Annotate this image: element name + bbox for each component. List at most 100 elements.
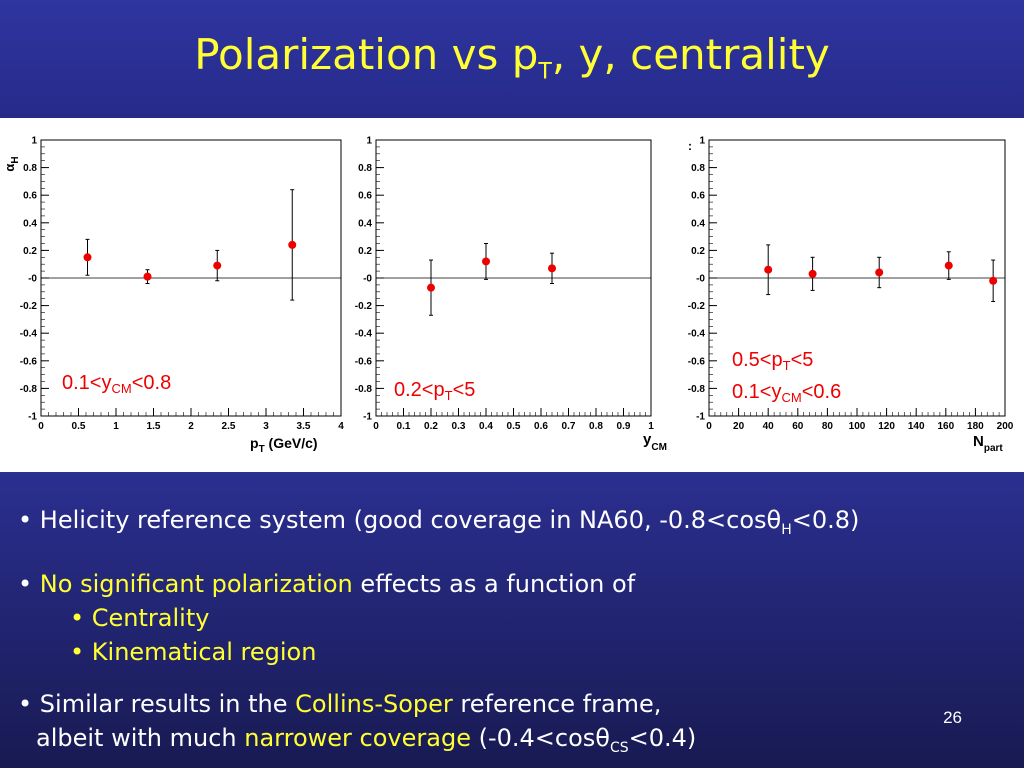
y-tick-label: -1 (363, 412, 372, 423)
y-tick-label: -1 (28, 412, 37, 423)
data-point (944, 261, 953, 270)
y-tick-label: 0.4 (358, 218, 372, 229)
y-tick-label: 0.8 (691, 163, 705, 174)
plots-svg: 10.80.60.40.2-0-0.2-0.4-0.6-0.8-10 0.5 1 1.… (2, 136, 1014, 456)
theta-subscript-h: H (781, 521, 792, 538)
bullet-collins-soper-line2: albeit with much narrower coverage (-0.4… (36, 724, 696, 756)
x-tick-label: 0.1 (397, 421, 411, 432)
x-tick-label: 2 (188, 421, 194, 432)
y-tick-label: 0.6 (23, 191, 37, 202)
x-tick-label: 2.5 (222, 421, 236, 432)
y-tick-label: 0.2 (358, 246, 372, 257)
y-tick-label: -0 (696, 274, 705, 285)
bullet-cs-line2-end: <0.4) (628, 724, 697, 752)
x-tick-label: 160 (937, 421, 954, 432)
y-tick-label: 0.8 (23, 163, 37, 174)
bullet-cs-line2-start: albeit with much (36, 724, 245, 752)
y-tick-label: 0.6 (691, 191, 705, 202)
y-tick-label: -0.8 (20, 384, 38, 395)
bullet-helicity-end: <0.8) (791, 506, 860, 534)
y-tick-label: 0.2 (23, 246, 37, 257)
x-tick-label: 4 (338, 421, 344, 432)
annotation-ycm-range-2: 0.1<yCM<0.6 (732, 381, 841, 405)
bullet-area: • Helicity reference system (good covera… (0, 472, 1024, 768)
chart-2: 1 0.8 0.6 0.4 0.2 -0 -0.2 -0.4 -0.6 -0.8 -10 0.1 0.2… (355, 136, 654, 433)
highlight-collins-soper: Collins-Soper (295, 690, 453, 718)
y-tick-label: 0.4 (23, 218, 37, 229)
y-tick-label: -0.4 (20, 329, 38, 340)
y-tick-label: 0.4 (691, 218, 705, 229)
x-tick-label: 0.7 (562, 421, 576, 432)
x-tick-label: 120 (878, 421, 895, 432)
y-tick-label: 1 (366, 136, 372, 147)
x-tick-label: 100 (849, 421, 866, 432)
highlight-narrower-coverage: narrower coverage (244, 724, 471, 752)
x-tick-label: 200 (997, 421, 1014, 432)
bullet-cs-start: • Similar results in the (18, 690, 296, 718)
title-main: Polarization vs p (194, 30, 539, 79)
data-point (989, 276, 998, 285)
y-tick-label: -0.4 (688, 329, 706, 340)
x-tick-label: 3.5 (297, 421, 311, 432)
sub-bullet-kinematical-region: • Kinematical region (70, 638, 317, 666)
x-tick-label: 0.5 (72, 421, 86, 432)
data-point (548, 264, 556, 273)
slide-title: Polarization vs pT, y, centrality (0, 30, 1024, 84)
x-tick-label: 0 (373, 421, 379, 432)
highlight-no-significant-polarization: No significant polarization (39, 570, 353, 598)
y-tick-label: -0.2 (20, 301, 38, 312)
y-tick-label: -1 (696, 412, 705, 423)
bullet-helicity: • Helicity reference system (good covera… (18, 506, 859, 538)
x-tick-label: 0 (706, 421, 712, 432)
x-tick-label: 20 (733, 421, 745, 432)
x-tick-label: 0.4 (479, 421, 493, 432)
title-bar: Polarization vs pT, y, centrality (0, 0, 1024, 118)
y-tick-label: -0.2 (688, 301, 706, 312)
theta-symbol: θ (766, 506, 782, 534)
data-point (808, 269, 817, 278)
x-tick-label: 60 (792, 421, 804, 432)
annotation-pt-range-2: 0.5<pT<5 (732, 349, 813, 373)
y-tick-label: 0.2 (691, 246, 705, 257)
theta-symbol-cs: θ (595, 724, 610, 752)
x-tick-label: 0 (38, 421, 44, 432)
x-tick-label: 40 (763, 421, 775, 432)
y-tick-label: -0.6 (355, 356, 373, 367)
data-point (213, 261, 222, 270)
data-point (288, 240, 297, 249)
data-point (83, 253, 92, 262)
annotation-ycm-range: 0.1<yCM<0.8 (62, 372, 171, 396)
bullet-cs-rest: reference frame, (452, 690, 662, 718)
y-tick-label: -0 (363, 274, 372, 285)
x-tick-label: 0.8 (589, 421, 603, 432)
x-tick-label: 1 (113, 421, 119, 432)
data-point (764, 265, 773, 274)
bullet-no-polarization-rest: effects as a function of (352, 570, 636, 598)
y-tick-label: 1 (699, 136, 705, 147)
x-tick-label: 80 (822, 421, 834, 432)
x-tick-label: 1.5 (147, 421, 161, 432)
bullet-helicity-text: • Helicity reference system (good covera… (18, 506, 767, 534)
x-axis-title-npart: Npart (973, 433, 1003, 454)
chart-3: 1 0.8 0.6 0.4 0.2 -0 -0.2 -0.4 -0.6 -0.8 -10 20 40 60… (688, 136, 1014, 433)
x-tick-label: 140 (908, 421, 925, 432)
x-tick-label: 3 (263, 421, 269, 432)
x-tick-label: 0.5 (507, 421, 521, 432)
x-axis-title-pt: pT (GeV/c) (250, 435, 318, 455)
x-tick-label: 1 (648, 421, 654, 432)
y-tick-label: 1 (31, 136, 37, 147)
x-tick-label: 0.6 (534, 421, 548, 432)
y-tick-label: -0 (28, 274, 37, 285)
x-tick-label: 0.3 (452, 421, 466, 432)
y-tick-label: -0.6 (688, 356, 706, 367)
annotation-pt-range: 0.2<pT<5 (394, 379, 475, 403)
bullet-cs-line2-mid: (-0.4<cos (470, 724, 596, 752)
y-tick-label: 0.8 (358, 163, 372, 174)
page-number: 26 (943, 708, 962, 727)
data-point (482, 257, 490, 266)
y-tick-label: -0.8 (688, 384, 706, 395)
bullet-collins-soper: • Similar results in the Collins-Soper r… (18, 690, 661, 718)
x-tick-label: 0.2 (424, 421, 438, 432)
y-axis-title-alpha-h: αH (2, 156, 21, 171)
sub-bullet-centrality: • Centrality (70, 604, 210, 632)
